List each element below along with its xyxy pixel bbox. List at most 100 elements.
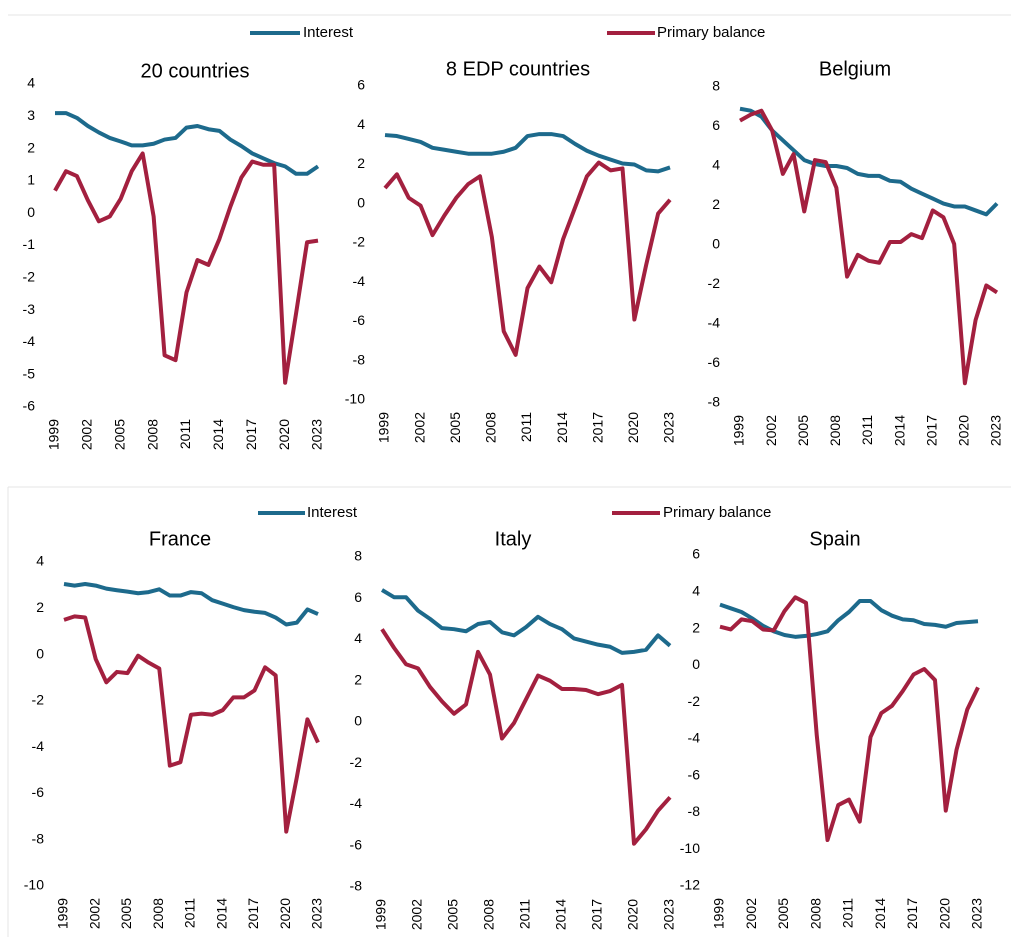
y-tick-label: -4 — [708, 315, 721, 331]
y-tick-label: -6 — [708, 354, 721, 370]
y-tick-label: 4 — [712, 157, 720, 173]
y-tick-label: -2 — [708, 275, 721, 291]
x-tick-label: 2002 — [743, 898, 759, 929]
x-tick-label: 2020 — [956, 415, 972, 446]
y-tick-label: 2 — [36, 599, 44, 615]
y-tick-label: 8 — [712, 78, 720, 94]
y-tick-label: -3 — [23, 301, 36, 317]
y-tick-label: 1 — [27, 172, 35, 188]
x-tick-label: 2008 — [150, 898, 166, 929]
y-tick-label: -4 — [23, 333, 36, 349]
x-tick-label: 2023 — [661, 899, 677, 930]
y-tick-label: -2 — [23, 269, 36, 285]
y-tick-label: -2 — [353, 234, 366, 250]
y-tick-label: -2 — [350, 754, 363, 770]
y-tick-label: 2 — [357, 155, 365, 171]
series-line — [380, 588, 672, 655]
legend-label: Interest — [303, 24, 354, 41]
x-tick-label: 2008 — [481, 899, 497, 930]
y-tick-label: 6 — [357, 77, 365, 93]
series-line — [739, 108, 999, 386]
y-tick-label: -4 — [32, 738, 45, 754]
y-tick-label: 0 — [27, 204, 35, 220]
series-line — [384, 132, 671, 174]
y-tick-label: 8 — [354, 548, 362, 564]
x-tick-label: 2023 — [661, 412, 677, 443]
y-tick-label: -1 — [23, 236, 36, 252]
x-tick-label: 2014 — [553, 899, 569, 930]
series-line — [719, 598, 979, 639]
x-tick-label: 2023 — [988, 415, 1004, 446]
x-tick-label: 2017 — [245, 898, 261, 929]
x-tick-label: 2002 — [763, 415, 779, 446]
series-line — [380, 628, 672, 846]
y-tick-label: 4 — [357, 116, 365, 132]
y-tick-label: 6 — [354, 589, 362, 605]
x-tick-label: 2023 — [309, 898, 325, 929]
x-tick-label: 2011 — [518, 412, 534, 442]
y-tick-label: 4 — [692, 582, 700, 598]
chart-title: 8 EDP countries — [446, 58, 590, 80]
x-tick-label: 2023 — [969, 898, 985, 929]
x-tick-label: 1999 — [373, 899, 389, 930]
x-tick-label: 1999 — [376, 412, 392, 443]
y-tick-label: -6 — [350, 836, 363, 852]
y-tick-label: 2 — [692, 619, 700, 635]
x-tick-label: 2020 — [936, 898, 952, 929]
x-tick-label: 1999 — [55, 898, 71, 929]
legend-label: Primary balance — [657, 24, 765, 41]
y-tick-label: 2 — [354, 671, 362, 687]
y-tick-label: 4 — [27, 75, 35, 91]
y-tick-label: -8 — [32, 830, 45, 846]
y-tick-label: 6 — [712, 117, 720, 133]
y-tick-label: -4 — [353, 273, 366, 289]
x-tick-label: 2017 — [589, 899, 605, 930]
y-tick-label: -6 — [353, 312, 366, 328]
chart-title: France — [149, 528, 211, 550]
x-tick-label: 2011 — [177, 419, 193, 449]
y-tick-label: -6 — [32, 784, 45, 800]
series-line — [719, 595, 980, 843]
x-tick-label: 2014 — [210, 419, 226, 450]
y-tick-label: -8 — [688, 803, 701, 819]
x-tick-label: 2017 — [904, 898, 920, 929]
y-tick-label: -10 — [345, 391, 365, 407]
x-tick-label: 2008 — [483, 412, 499, 443]
x-tick-label: 2020 — [625, 899, 641, 930]
x-tick-label: 2005 — [447, 412, 463, 443]
chart-title: Spain — [809, 528, 860, 550]
chart-title: 20 countries — [141, 60, 250, 82]
x-tick-label: 2014 — [891, 415, 907, 446]
x-tick-label: 1999 — [711, 898, 727, 929]
x-tick-label: 2008 — [807, 898, 823, 929]
series-line — [63, 614, 320, 834]
series-line — [383, 160, 672, 357]
y-tick-label: -12 — [680, 877, 700, 893]
y-tick-label: -6 — [688, 766, 701, 782]
series-line — [63, 581, 319, 627]
x-tick-label: 2011 — [859, 415, 875, 445]
y-tick-label: 0 — [36, 645, 44, 661]
x-tick-label: 2020 — [277, 898, 293, 929]
y-tick-label: -8 — [708, 394, 721, 410]
y-tick-label: 4 — [36, 553, 44, 569]
x-tick-label: 2011 — [182, 898, 198, 928]
y-tick-label: 0 — [357, 194, 365, 210]
x-tick-label: 2020 — [625, 412, 641, 443]
y-tick-label: -8 — [353, 351, 366, 367]
x-tick-label: 2014 — [213, 898, 229, 929]
x-tick-label: 2017 — [243, 419, 259, 450]
y-tick-label: 3 — [27, 107, 35, 123]
x-tick-label: 2002 — [86, 898, 102, 929]
x-tick-label: 1999 — [46, 419, 62, 450]
x-tick-label: 2014 — [554, 412, 570, 443]
x-tick-label: 2005 — [445, 899, 461, 930]
x-tick-label: 2023 — [309, 419, 325, 450]
y-tick-label: -4 — [688, 730, 701, 746]
x-tick-label: 2014 — [872, 898, 888, 929]
y-tick-label: 0 — [354, 713, 362, 729]
y-tick-label: -6 — [23, 398, 36, 414]
x-tick-label: 2008 — [144, 419, 160, 450]
y-tick-label: -5 — [23, 365, 36, 381]
